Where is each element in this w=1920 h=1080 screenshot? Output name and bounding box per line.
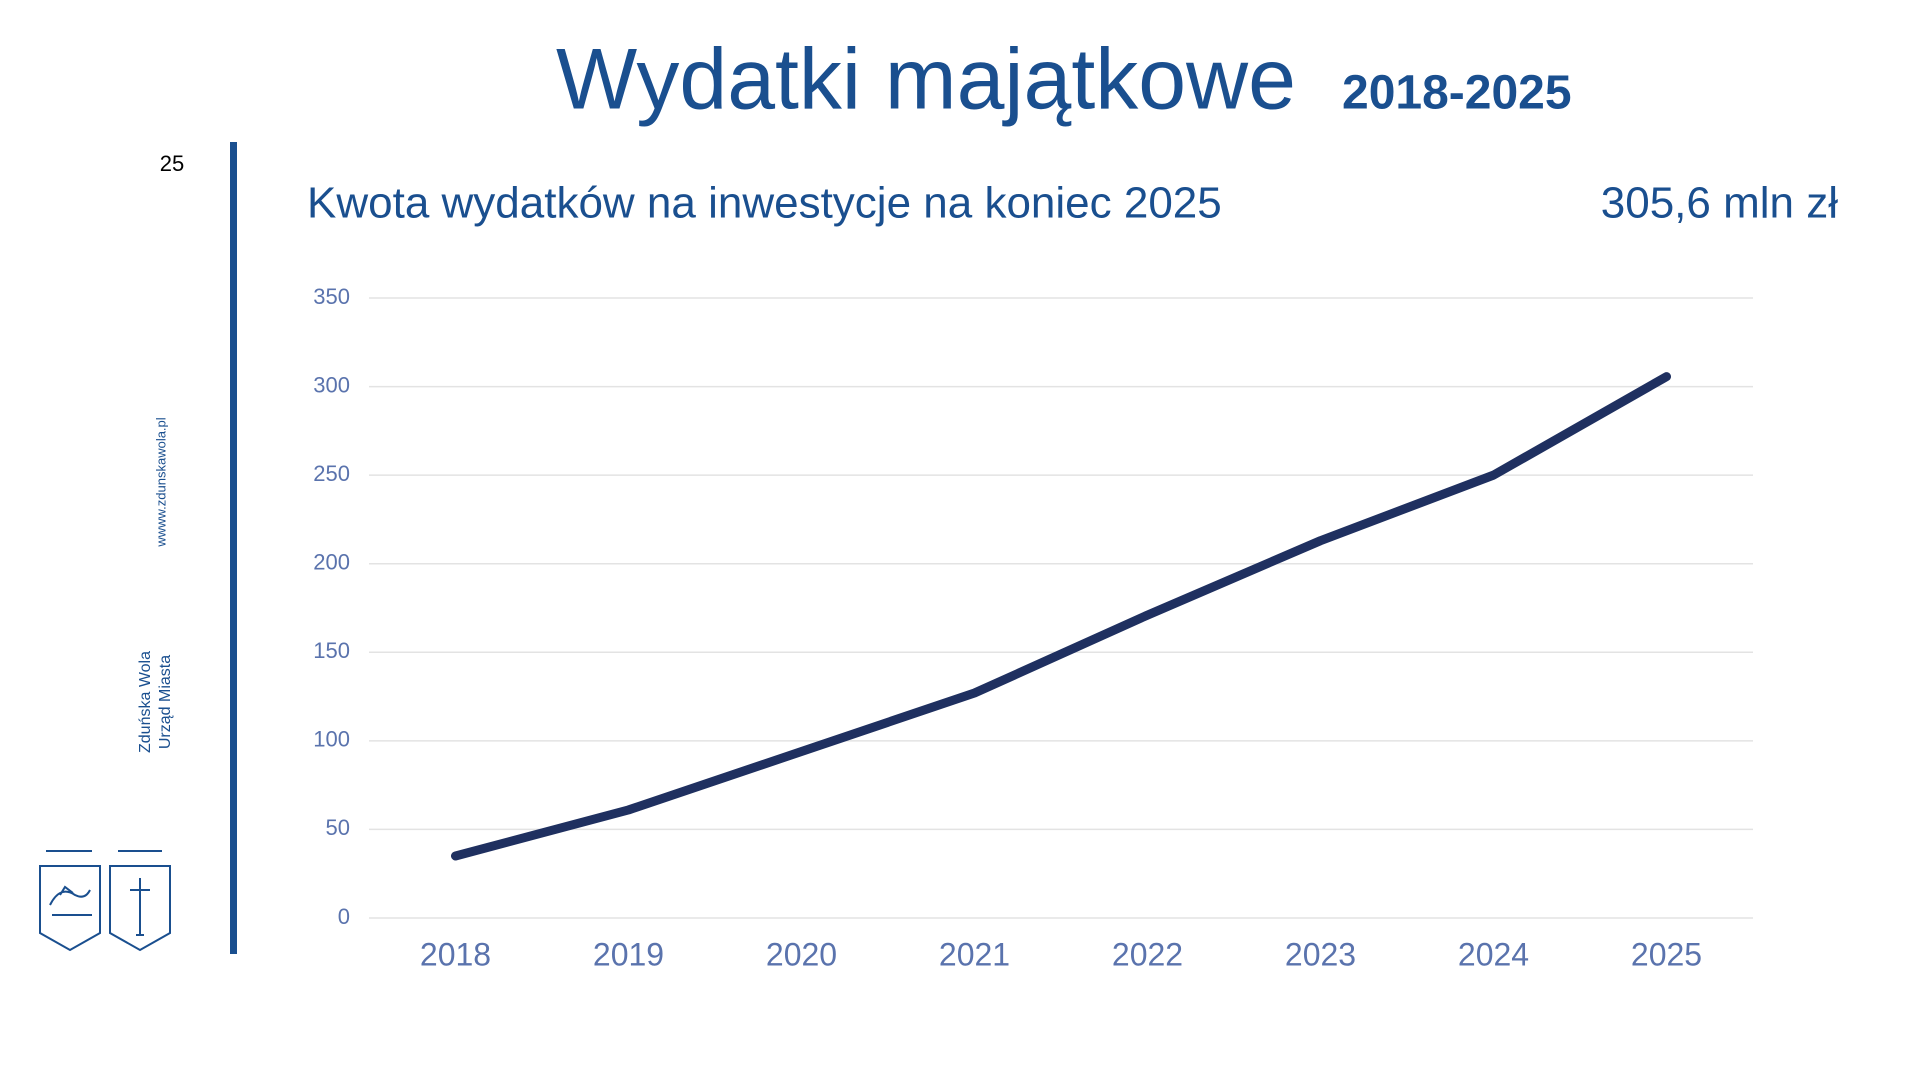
x-tick-label: 2018 — [420, 936, 491, 972]
x-tick-label: 2023 — [1285, 936, 1356, 972]
chart-title: Wydatki majątkowe — [556, 32, 1296, 128]
y-tick-label: 350 — [313, 284, 350, 309]
x-tick-label: 2022 — [1112, 936, 1183, 972]
x-tick-label: 2019 — [593, 936, 664, 972]
x-tick-label: 2021 — [939, 936, 1010, 972]
y-tick-label: 100 — [313, 727, 350, 752]
y-tick-label: 200 — [313, 550, 350, 575]
title-years: 2018-2025 — [1342, 67, 1572, 120]
page-number: 25 — [160, 151, 184, 176]
side-bar — [230, 142, 237, 954]
y-tick-label: 250 — [313, 461, 350, 486]
org-line: Zduńska Wola — [137, 651, 154, 753]
website: wwww.zdunskawola.pl — [153, 417, 168, 547]
subtitle: Kwota wydatków na inwestycje na koniec 2… — [307, 179, 1222, 228]
y-tick-label: 50 — [326, 815, 350, 840]
x-tick-label: 2024 — [1458, 936, 1529, 972]
y-tick-label: 0 — [338, 904, 350, 929]
x-tick-label: 2020 — [766, 936, 837, 972]
x-tick-label: 2025 — [1631, 936, 1702, 972]
total-label: 305,6 mln zł — [1601, 179, 1838, 228]
y-tick-label: 150 — [313, 638, 350, 663]
data-line — [451, 372, 1671, 861]
org-line: Urząd Miasta — [157, 655, 174, 749]
y-tick-label: 300 — [313, 372, 350, 397]
logos — [39, 850, 171, 952]
